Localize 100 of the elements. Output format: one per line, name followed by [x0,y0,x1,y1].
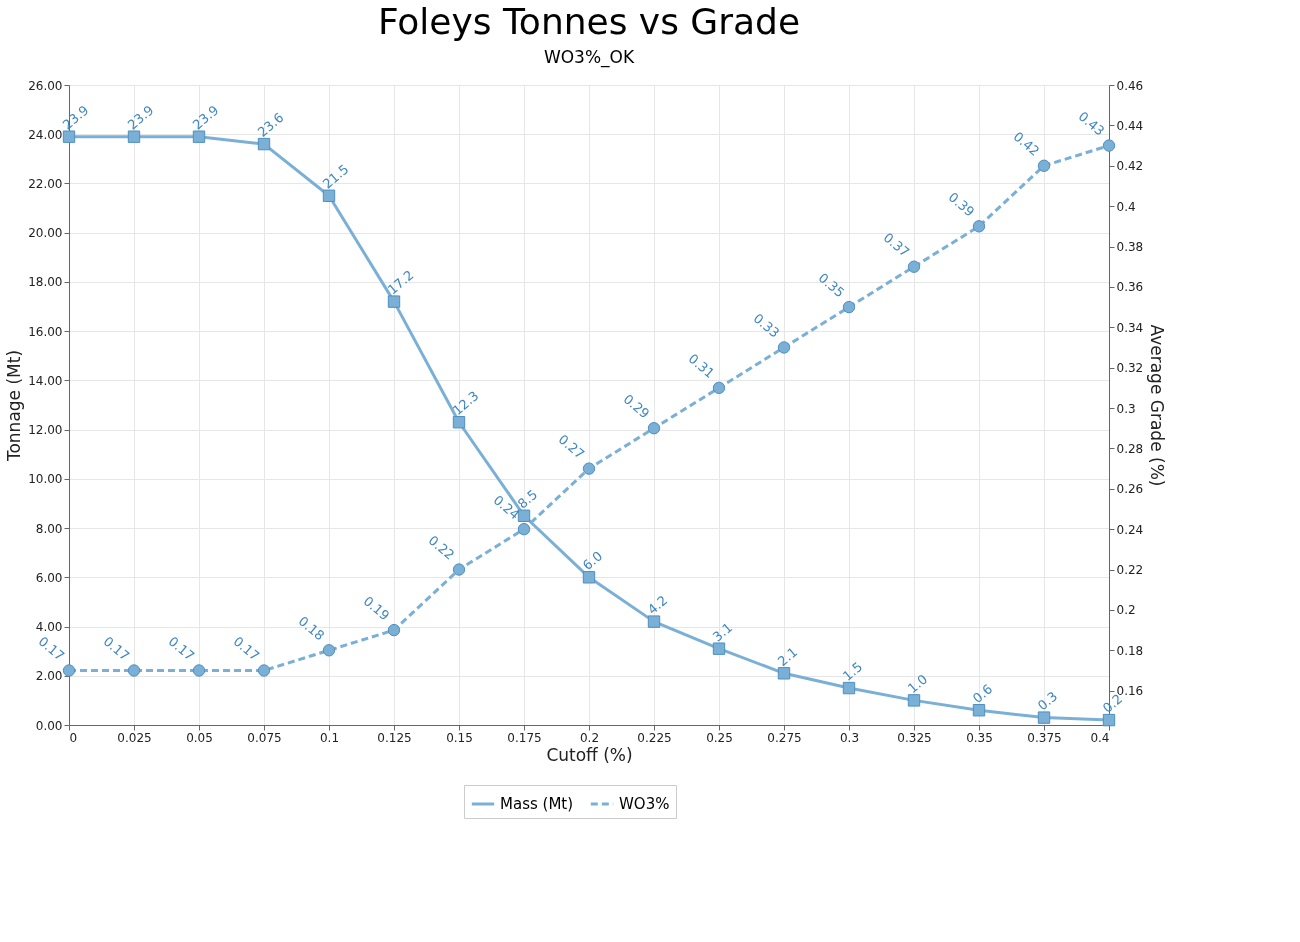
point [62,664,76,677]
point [647,615,661,628]
point [1102,139,1116,152]
point [842,681,856,695]
point [972,220,986,233]
x-tick-label: 0.4 [1090,730,1110,745]
y-tick-label: 10.00 [28,472,63,487]
x-tick-label: 0.275 [767,730,802,745]
x-tick-label: 0.35 [966,730,993,745]
y2-tick-label: 0.22 [1116,563,1144,578]
point [972,704,986,717]
point [387,295,401,308]
point [842,300,856,314]
y-tick-label: 26.00 [28,78,63,93]
point [777,667,791,680]
point [1037,159,1051,172]
y2-tick-label: 0.26 [1116,482,1144,497]
x-tick-label: 0.1 [319,730,340,745]
data-label: 2.1 [774,644,801,670]
x-tick-label: 0.15 [446,730,473,745]
chart-subtitle: WO3%_OK [543,47,635,68]
legend-label: WO3% [619,795,670,813]
y2-tick-label: 0.36 [1116,280,1144,295]
data-label: 0.37 [880,229,913,260]
point [452,563,466,576]
y2-tick-label: 0.24 [1116,522,1144,537]
y-tick-label: 24.00 [28,127,63,142]
point [192,664,206,677]
data-label: 0.6 [969,681,996,706]
y2-axis-title: Average Grade (%) [1147,324,1168,487]
y-tick-label: 22.00 [28,176,63,191]
x-tick-label: 0.025 [117,730,152,745]
x-axis-title: Cutoff (%) [546,744,633,765]
point [712,381,726,395]
point [322,189,336,202]
data-label: 1.0 [904,671,931,697]
point [582,462,596,475]
y2-tick-label: 0.38 [1116,240,1144,255]
x-tick-label: 0.375 [1027,730,1062,745]
legend-label: Mass (Mt) [500,795,574,813]
x-tick-label: 0.3 [839,730,860,745]
y2-tick-label: 0.46 [1116,78,1144,93]
y-tick-label: 2.00 [35,669,63,684]
point [907,260,921,273]
y-tick-label: 8.00 [35,521,63,536]
x-tick-label: 0.05 [186,730,213,745]
data-label: 3.1 [709,619,736,645]
data-label: 0.3 [1034,688,1061,714]
data-label: 0.19 [360,593,393,624]
y-axis-title: Tonnage (Mt) [4,349,25,463]
x-tick-label: 0.2 [579,730,600,745]
point [257,137,271,151]
point [647,422,661,435]
point [777,341,791,354]
data-label: 4.2 [644,592,671,618]
point [907,694,921,707]
point [387,623,401,637]
y2-tick-label: 0.42 [1116,159,1144,174]
y2-tick-label: 0.18 [1116,643,1144,658]
point [712,642,726,655]
point [1037,711,1051,724]
y2-tick-label: 0.3 [1116,401,1136,416]
point [322,644,336,657]
point [192,130,206,143]
x-tick-label: 0 [69,730,78,745]
point [582,571,596,584]
y-tick-label: 20.00 [28,226,63,241]
data-label: 6.0 [579,548,606,574]
x-tick-label: 0.25 [706,730,733,745]
y-tick-label: 16.00 [28,324,63,339]
y2-tick-label: 0.2 [1116,603,1136,618]
y-tick-label: 4.00 [35,620,63,635]
y2-tick-label: 0.32 [1116,361,1144,376]
point [452,416,466,429]
chart-title: Foleys Tonnes vs Grade [377,1,801,42]
data-label: 0.17 [35,633,68,664]
data-label: 0.27 [555,431,588,462]
y-tick-label: 0.00 [35,718,63,733]
data-label: 0.17 [230,633,263,664]
data-label: 0.17 [165,633,198,664]
point [257,664,271,677]
data-label: 0.29 [620,391,653,422]
x-tick-label: 0.225 [637,730,672,745]
y-tick-label: 12.00 [28,423,63,438]
x-tick-label: 0.075 [247,730,282,745]
point [1102,713,1116,727]
x-tick-label: 0.125 [377,730,412,745]
y2-tick-label: 0.4 [1116,199,1136,214]
y-tick-label: 14.00 [28,373,63,388]
point [127,130,141,143]
data-label: 1.5 [839,659,866,684]
y2-tick-label: 0.34 [1116,320,1144,335]
data-label: 0.17 [100,633,133,664]
y2-tick-label: 0.28 [1116,441,1144,456]
x-tick-label: 0.175 [507,730,542,745]
point [517,522,531,536]
point [127,664,141,677]
y-tick-label: 6.00 [35,570,63,585]
y-tick-label: 18.00 [28,275,63,290]
point [62,130,76,143]
